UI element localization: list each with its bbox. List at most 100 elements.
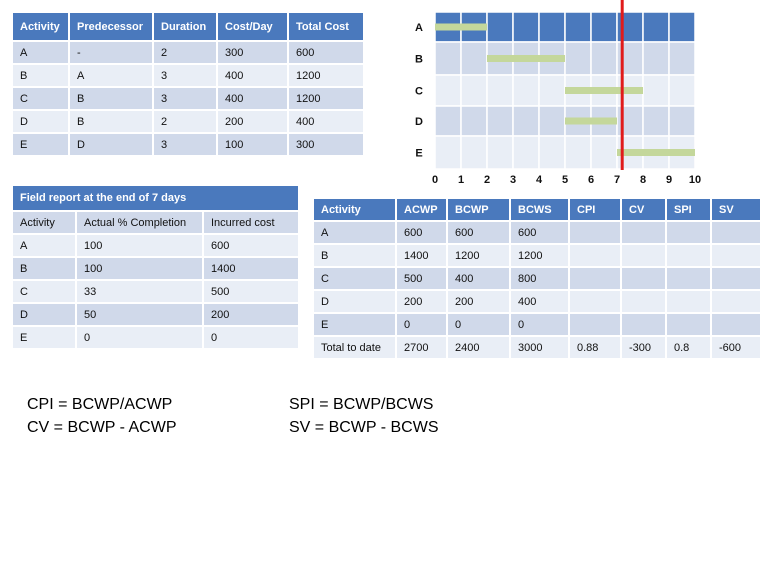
- field-report-table: Field report at the end of 7 days Activi…: [13, 186, 300, 350]
- table-cell: 600: [397, 222, 448, 245]
- table-row: C 33 500: [13, 281, 300, 304]
- gantt-bar: [487, 55, 565, 62]
- table-row: A - 2 300 600: [13, 42, 365, 65]
- table-cell: 400: [448, 268, 511, 291]
- table-caption-row: Field report at the end of 7 days: [13, 186, 300, 212]
- gantt-row-label: C: [415, 86, 423, 98]
- gantt-grid-cell: [486, 135, 514, 170]
- header-cell: Activity: [13, 212, 77, 235]
- table-row: D 200 200 400: [314, 291, 762, 314]
- table-cell: -300: [622, 337, 667, 360]
- gantt-grid-cell: [434, 105, 462, 137]
- table-cell: [712, 268, 762, 291]
- gantt-bar: [565, 117, 617, 125]
- table-cell: B: [13, 65, 70, 88]
- header-cell: BCWP: [448, 199, 511, 222]
- sv-formula: SV = BCWP - BCWS: [289, 419, 439, 436]
- table-cell: 100: [77, 235, 204, 258]
- table-cell: [667, 222, 712, 245]
- table-cell: -: [70, 42, 154, 65]
- gantt-tick-label: 3: [510, 174, 516, 186]
- table-cell: 800: [511, 268, 570, 291]
- table-cell: 0: [77, 327, 204, 350]
- table-cell: [622, 314, 667, 337]
- gantt-grid-cell: [642, 105, 670, 137]
- gantt-grid-cell: [642, 11, 670, 43]
- table-row: E 0 0: [13, 327, 300, 350]
- table-cell: A: [13, 42, 70, 65]
- gantt-grid-cell: [434, 74, 462, 107]
- gantt-grid-cell: [668, 74, 696, 107]
- table-cell: 2: [154, 111, 218, 134]
- table-cell: [622, 268, 667, 291]
- gantt-tick-label: 2: [484, 174, 490, 186]
- header-cell: Total Cost: [289, 13, 365, 42]
- gantt-tick-label: 9: [666, 174, 672, 186]
- header-cell: SV: [712, 199, 762, 222]
- table-cell: 2700: [397, 337, 448, 360]
- gantt-grid-cell: [538, 74, 566, 107]
- header-cell: SPI: [667, 199, 712, 222]
- table-cell: 1200: [448, 245, 511, 268]
- table-cell: [622, 245, 667, 268]
- table-cell: A: [70, 65, 154, 88]
- header-cell: Cost/Day: [218, 13, 289, 42]
- gantt-grid-cell: [460, 41, 488, 76]
- gantt-row-label: E: [415, 148, 422, 160]
- header-cell: Activity: [314, 199, 397, 222]
- table-cell: 400: [289, 111, 365, 134]
- table-cell: 3: [154, 134, 218, 157]
- gantt-row-label: D: [415, 116, 423, 128]
- table-cell: [622, 222, 667, 245]
- gantt-tick-label: 4: [536, 174, 543, 186]
- gantt-grid-cell: [538, 135, 566, 170]
- table-cell: [712, 222, 762, 245]
- gantt-tick-label: 7: [614, 174, 620, 186]
- table-total-row: Total to date 2700 2400 3000 0.88 -300 0…: [314, 337, 762, 360]
- table-cell: A: [13, 235, 77, 258]
- gantt-tick-label: 1: [458, 174, 464, 186]
- cv-formula: CV = BCWP - ACWP: [27, 419, 177, 436]
- gantt-tick-label: 0: [432, 174, 438, 186]
- table-row: D 50 200: [13, 304, 300, 327]
- table-cell: D: [314, 291, 397, 314]
- table-cell: [667, 291, 712, 314]
- gantt-grid-cell: [668, 105, 696, 137]
- table-cell: 100: [77, 258, 204, 281]
- table-cell: [667, 245, 712, 268]
- table-cell: B: [70, 111, 154, 134]
- gantt-grid-cell: [512, 74, 540, 107]
- table-cell: 600: [448, 222, 511, 245]
- table-row: C B 3 400 1200: [13, 88, 365, 111]
- gantt-grid-cell: [668, 11, 696, 43]
- gantt-tick-label: 5: [562, 174, 568, 186]
- gantt-grid-cell: [512, 135, 540, 170]
- gantt-grid-cell: [642, 41, 670, 76]
- header-cell: CPI: [570, 199, 622, 222]
- gantt-row-label: A: [415, 22, 423, 34]
- gantt-grid-cell: [590, 135, 618, 170]
- gantt-grid-cell: [434, 135, 462, 170]
- gantt-grid-cell: [512, 11, 540, 43]
- table-cell: [667, 314, 712, 337]
- spi-formula: SPI = BCWP/BCWS: [289, 396, 434, 413]
- table-cell: 100: [218, 134, 289, 157]
- field-report-caption: Field report at the end of 7 days: [13, 186, 300, 212]
- table-cell: 1400: [397, 245, 448, 268]
- gantt-row-label: B: [415, 54, 423, 66]
- table-cell: [667, 268, 712, 291]
- gantt-grid-cell: [668, 41, 696, 76]
- table-cell: 50: [77, 304, 204, 327]
- gantt-grid-cell: [486, 74, 514, 107]
- table-cell: A: [314, 222, 397, 245]
- gantt-grid-cell: [460, 74, 488, 107]
- table-cell: 1400: [204, 258, 300, 281]
- table-row: B A 3 400 1200: [13, 65, 365, 88]
- gantt-grid-cell: [512, 105, 540, 137]
- table-cell: [712, 291, 762, 314]
- table-cell: B: [70, 88, 154, 111]
- gantt-grid-cell: [486, 11, 514, 43]
- table-row: C 500 400 800: [314, 268, 762, 291]
- table-cell: 0.88: [570, 337, 622, 360]
- gantt-bar: [617, 149, 695, 156]
